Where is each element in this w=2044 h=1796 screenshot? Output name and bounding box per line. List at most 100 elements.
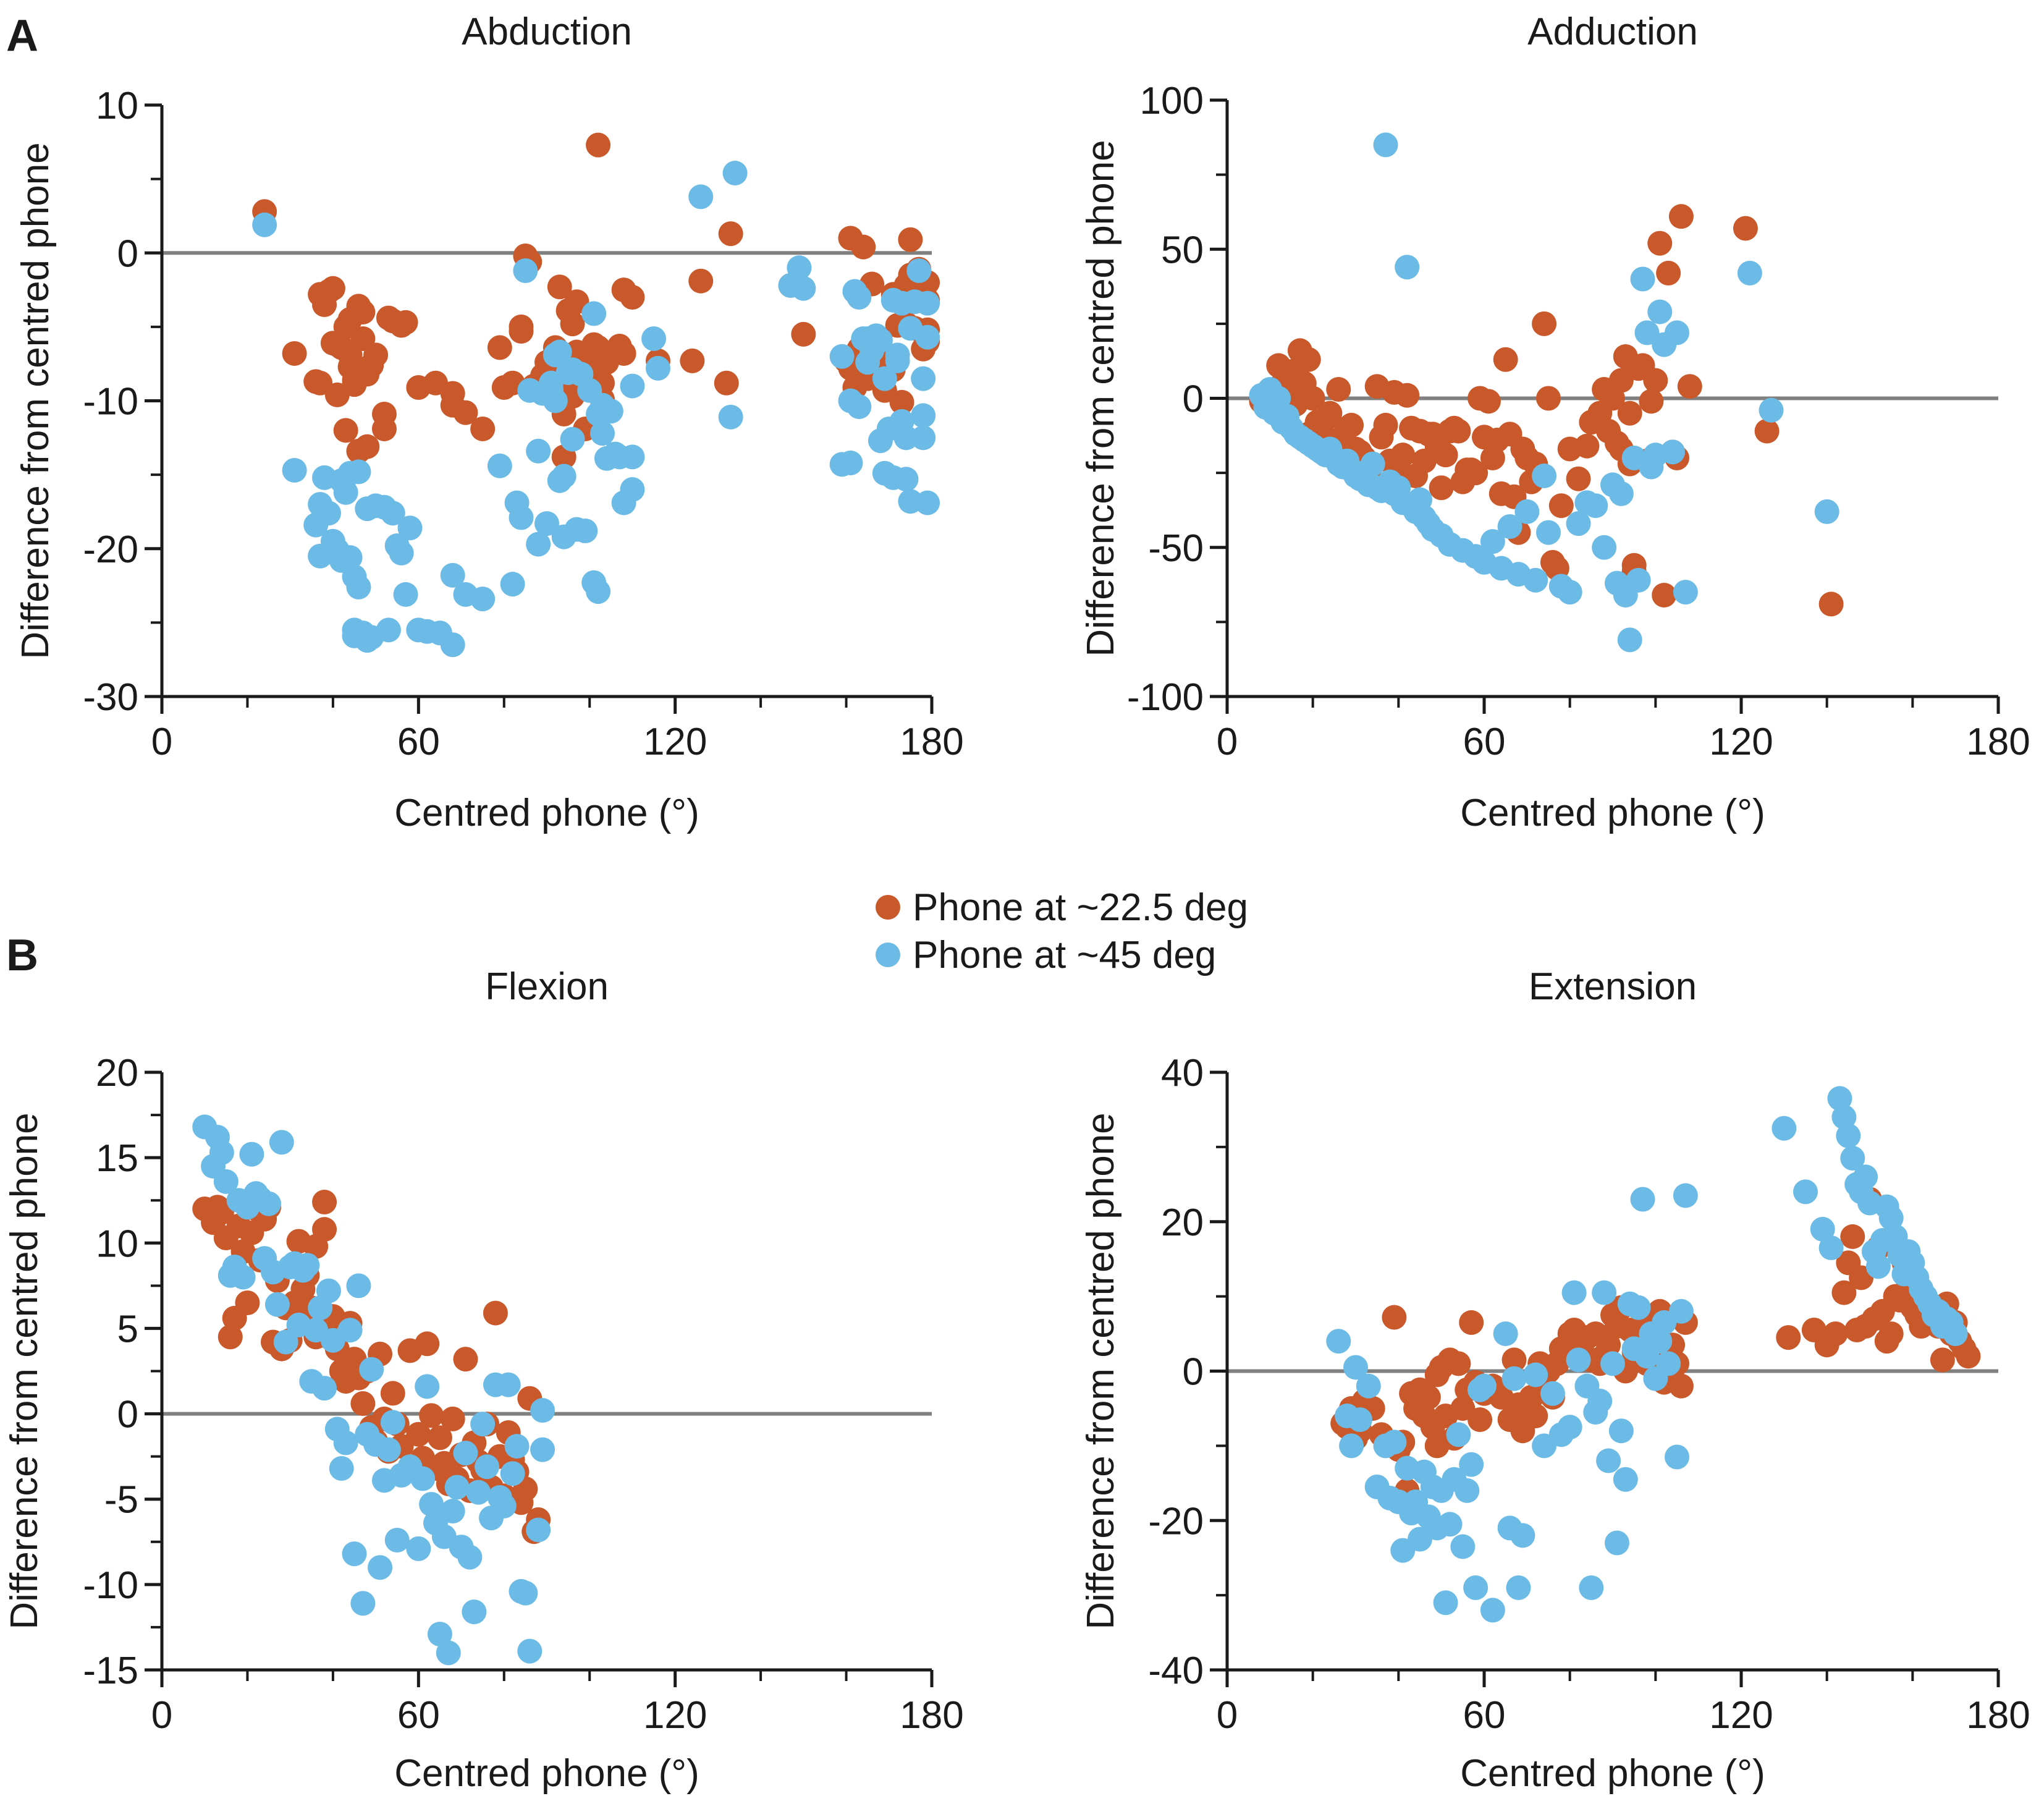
chart-abduction: Abduction 0 60 120 180 -30 -20 -10 0 10 Centred ph… [14, 11, 964, 834]
data-point [1510, 1523, 1535, 1548]
data-point [1613, 1467, 1638, 1492]
data-point [1343, 1355, 1368, 1380]
y-axis-label: Difference from centred phone [1079, 1112, 1122, 1629]
x-tick-label: 60 [397, 1694, 440, 1737]
y-axis-label: Difference from centred phone [14, 142, 57, 659]
data-point [368, 1555, 393, 1580]
data-point [1480, 529, 1505, 554]
data-point [547, 339, 572, 365]
data-point [1592, 535, 1617, 560]
data-point [1600, 1351, 1625, 1376]
data-point [487, 335, 512, 360]
data-point [1472, 1373, 1497, 1399]
data-point [1339, 1433, 1364, 1459]
data-point [213, 1169, 239, 1194]
data-point [893, 467, 919, 492]
data-point [1360, 451, 1385, 477]
data-point [350, 1591, 376, 1616]
data-point [209, 1140, 234, 1165]
data-point [513, 1580, 538, 1606]
data-point [791, 321, 816, 347]
data-point [282, 341, 307, 366]
data-point [1772, 1116, 1797, 1141]
data-point [1446, 1351, 1471, 1376]
data-point [380, 1410, 405, 1435]
data-point [483, 1300, 508, 1326]
y-tick-label: 0 [1183, 1351, 1204, 1394]
legend-label-blue: Phone at ~45 deg [913, 934, 1216, 976]
data-point [1326, 377, 1351, 402]
data-point [1668, 1373, 1694, 1399]
data-point [1840, 1146, 1865, 1171]
data-point [342, 1541, 367, 1567]
data-point [427, 1621, 452, 1646]
data-point [1630, 266, 1655, 292]
x-tick-label: 60 [397, 721, 440, 763]
data-point [1395, 255, 1420, 280]
data-point [500, 1461, 525, 1486]
data-point [1416, 1384, 1441, 1410]
data-point [376, 617, 401, 643]
data-point [1840, 1224, 1865, 1249]
data-point [371, 402, 397, 427]
x-tick-label: 0 [1217, 1694, 1238, 1737]
data-point [1339, 412, 1364, 438]
y-tick-label: -50 [1148, 527, 1204, 570]
x-tick-label: 120 [1709, 1694, 1773, 1737]
data-point [898, 227, 923, 252]
data-point [885, 348, 910, 373]
y-tick-label: 40 [1161, 1052, 1204, 1095]
data-point [1608, 1418, 1634, 1444]
data-point [1300, 386, 1325, 411]
x-tick-label: 120 [643, 1694, 707, 1737]
data-point [1497, 514, 1522, 539]
data-point [337, 545, 363, 570]
data-point [1617, 400, 1642, 426]
data-point [620, 373, 645, 399]
x-tick-label: 60 [1463, 721, 1506, 763]
data-point [1587, 1388, 1613, 1413]
series-phone-45-deg [252, 161, 940, 658]
data-point [1608, 481, 1634, 506]
data-point [1634, 320, 1660, 345]
data-point [911, 403, 936, 428]
data-point [1617, 627, 1642, 653]
x-axis-label: Centred phone (°) [394, 792, 699, 834]
data-point [517, 1638, 543, 1664]
data-point [526, 438, 551, 464]
data-point [1608, 368, 1634, 393]
data-point [620, 477, 645, 502]
data-point [312, 1376, 337, 1401]
data-point [440, 632, 465, 658]
y-tick-label: 10 [96, 85, 138, 127]
panel-label-b: B [6, 931, 38, 980]
data-point [504, 1434, 530, 1459]
data-point [1660, 439, 1686, 465]
data-point [1668, 204, 1694, 229]
data-point [1626, 1295, 1651, 1320]
series-phone-45-deg [192, 1114, 555, 1666]
data-point [1630, 1187, 1655, 1212]
data-point [209, 1200, 234, 1225]
data-point [1557, 1415, 1582, 1440]
data-point [1814, 499, 1839, 524]
data-point [350, 1391, 376, 1416]
data-point [346, 459, 371, 485]
data-point [440, 1499, 465, 1524]
data-point [915, 490, 940, 515]
data-point [1382, 1305, 1407, 1330]
data-point [397, 515, 423, 541]
data-point [316, 501, 341, 526]
y-tick-label: -30 [83, 676, 138, 719]
data-point [586, 579, 611, 604]
data-point [1737, 260, 1762, 286]
data-point [1759, 397, 1784, 423]
data-point [620, 444, 645, 470]
data-point [534, 511, 559, 536]
x-tick-label: 180 [900, 1694, 963, 1737]
data-point [440, 562, 465, 588]
data-point [1433, 1590, 1458, 1616]
data-point [526, 1517, 551, 1543]
y-tick-label: 5 [117, 1308, 138, 1350]
